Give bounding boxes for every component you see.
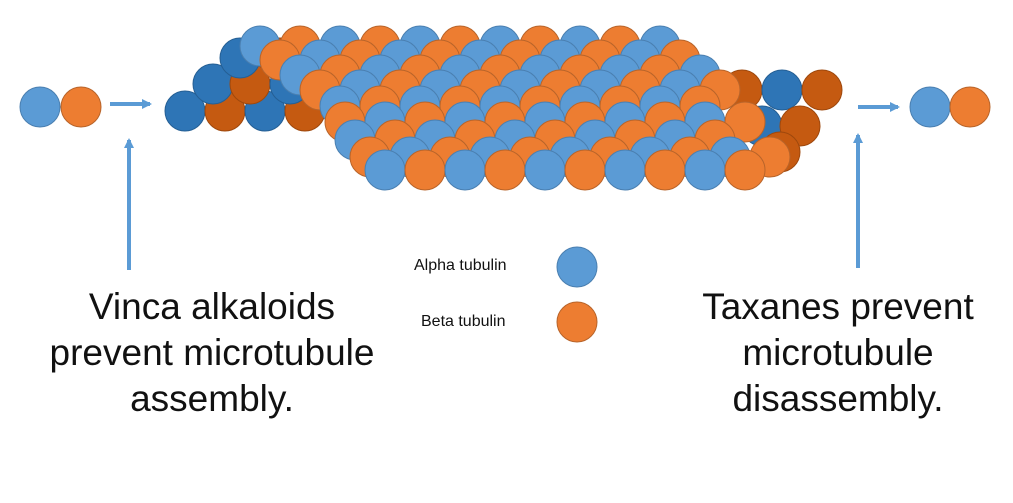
- alpha-tubulin-free-right: [909, 86, 951, 128]
- beta-tubulin: [564, 149, 606, 191]
- legend-beta-label: Beta tubulin: [421, 313, 506, 330]
- free-dimer-left: [19, 86, 102, 128]
- taxane-caption: Taxanes prevent microtubule disassembly.: [678, 284, 998, 422]
- alpha-tubulin-free-left: [19, 86, 61, 128]
- beta-tubulin: [801, 69, 843, 111]
- vinca-caption-line: assembly.: [130, 378, 294, 419]
- alpha-tubulin: [444, 149, 486, 191]
- alpha-tubulin: [364, 149, 406, 191]
- vinca-caption-line: Vinca alkaloids: [88, 286, 336, 327]
- vinca-caption: Vinca alkaloids prevent microtubule asse…: [22, 284, 402, 422]
- taxane-caption-line: Taxanes prevent: [702, 286, 974, 327]
- beta-tubulin-free-right: [949, 86, 991, 128]
- beta-tubulin: [724, 149, 766, 191]
- legend-beta-swatch: [556, 301, 598, 343]
- alpha-tubulin: [604, 149, 646, 191]
- beta-tubulin: [484, 149, 526, 191]
- legend-alpha-label: Alpha tubulin: [414, 257, 507, 274]
- alpha-tubulin: [684, 149, 726, 191]
- vinca-caption-line: prevent microtubule: [49, 332, 375, 373]
- beta-tubulin: [404, 149, 446, 191]
- beta-tubulin: [724, 101, 766, 143]
- taxane-caption-line: microtubule: [742, 332, 934, 373]
- beta-tubulin: [644, 149, 686, 191]
- free-dimer-right: [909, 86, 991, 128]
- legend-alpha-swatch: [556, 246, 598, 288]
- microtubule: [164, 25, 843, 191]
- alpha-tubulin: [524, 149, 566, 191]
- alpha-tubulin: [761, 69, 803, 111]
- beta-tubulin-free-left: [60, 86, 102, 128]
- taxane-caption-line: disassembly.: [732, 378, 944, 419]
